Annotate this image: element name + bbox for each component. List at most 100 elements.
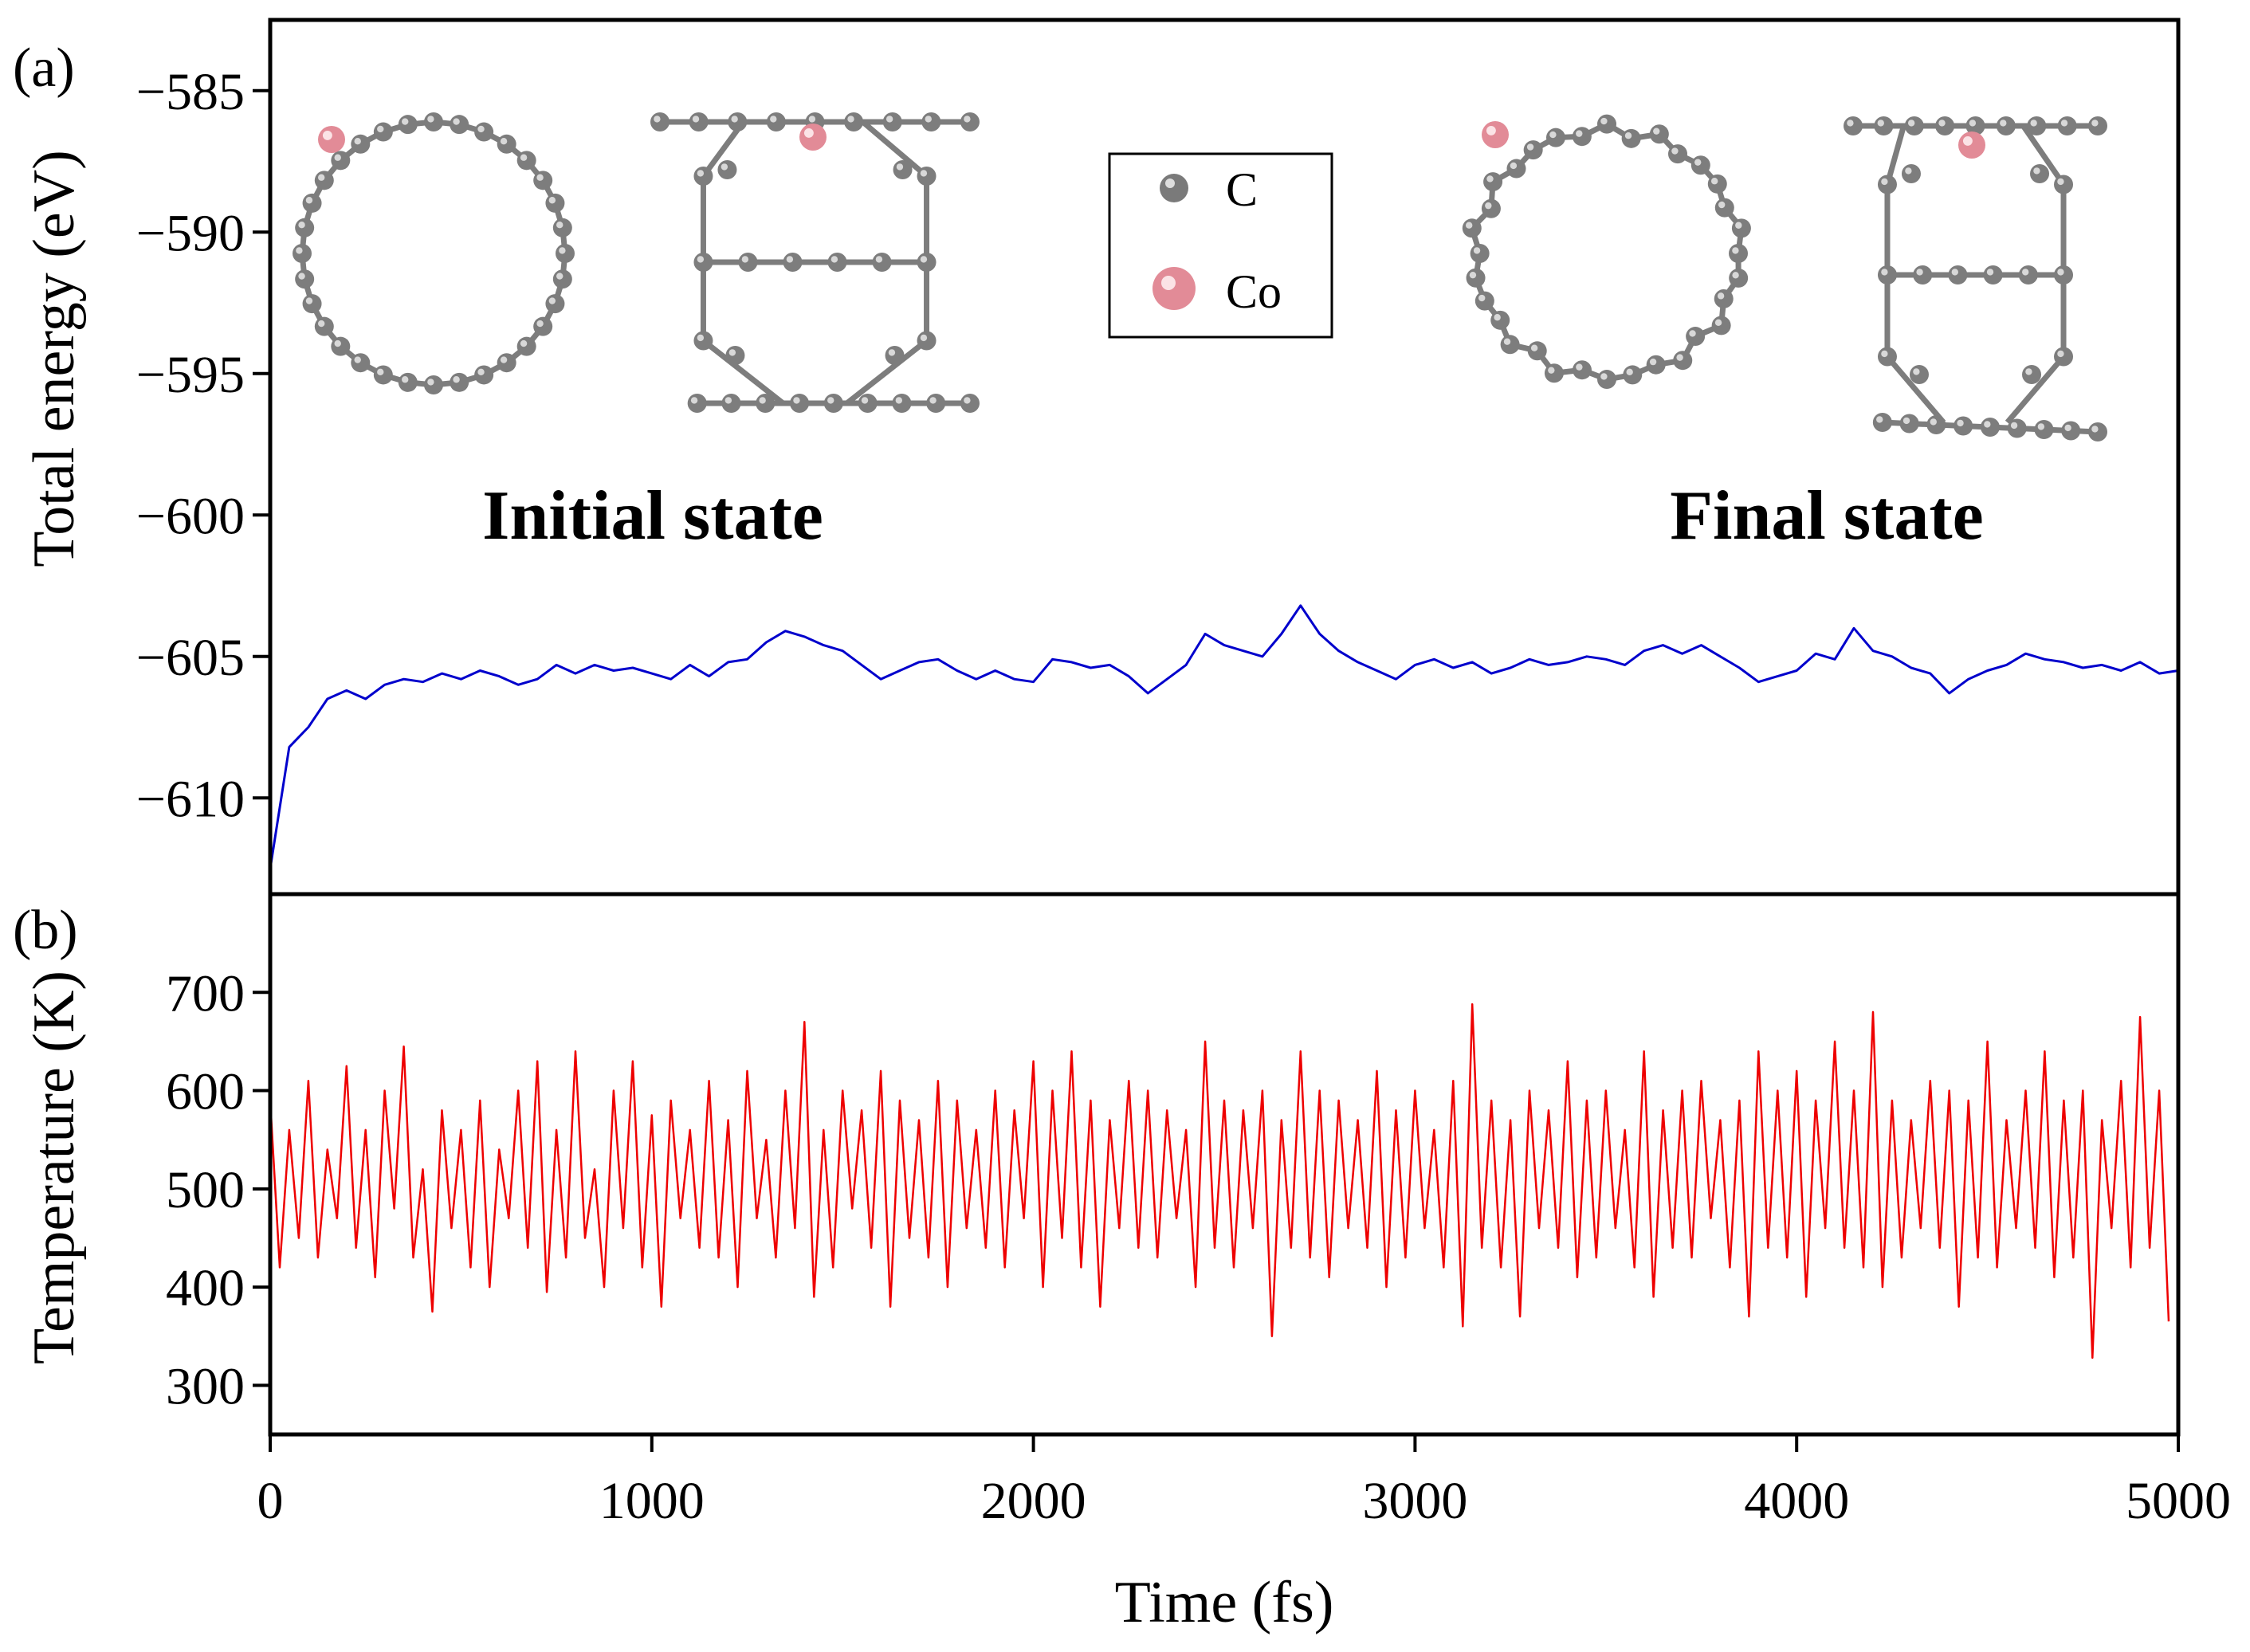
carbon-atom-icon <box>1729 244 1748 263</box>
x-tick-label: 1000 <box>599 1472 705 1530</box>
atom-highlight <box>786 256 794 263</box>
carbon-atom-icon <box>302 193 322 213</box>
carbon-atom-icon <box>1466 268 1486 288</box>
final-state-ring-view <box>1462 114 1751 390</box>
atom-highlight <box>1881 350 1888 358</box>
carbon-atom-icon <box>960 112 980 131</box>
carbon-atom-icon <box>556 244 575 263</box>
carbon-atom-icon <box>1874 116 1894 135</box>
atom-highlight <box>697 170 705 177</box>
y-tick-label: −585 <box>136 63 245 121</box>
carbon-atom-icon <box>1470 244 1490 263</box>
atom-highlight <box>1548 367 1555 374</box>
carbon-atom-icon <box>783 253 803 272</box>
atom-highlight <box>1689 330 1696 337</box>
atom-highlight <box>1916 269 1923 276</box>
atom-highlight <box>298 273 305 280</box>
atom-highlight <box>793 397 800 404</box>
cobalt-atom-legend-icon <box>1152 267 1196 310</box>
y-tick-label: −595 <box>136 346 245 404</box>
atom-highlight <box>1718 201 1726 209</box>
carbon-atom-icon <box>2054 347 2074 367</box>
legend: C Co <box>1108 152 1333 339</box>
atom-highlight <box>1905 167 1912 175</box>
atom-highlight <box>1881 178 1888 186</box>
carbon-atom-icon <box>1686 327 1706 347</box>
carbon-atom-icon <box>2027 116 2047 135</box>
atom-highlight <box>402 376 409 383</box>
carbon-atom-icon <box>331 151 351 171</box>
atom-highlight <box>724 397 732 404</box>
carbon-atom-icon <box>917 167 937 186</box>
carbon-atom-icon <box>302 294 322 314</box>
atom-highlight <box>2091 426 2099 433</box>
carbon-atom-icon <box>790 394 810 413</box>
carbon-atom-icon <box>1500 335 1520 355</box>
carbon-atom-icon <box>552 269 572 289</box>
carbon-atom-icon <box>917 331 937 351</box>
y-tick-label: 400 <box>166 1259 245 1317</box>
atom-highlight <box>803 128 814 138</box>
atom-highlight <box>759 397 766 404</box>
carbon-atom-icon <box>474 122 494 142</box>
atom-highlight <box>1486 125 1496 135</box>
atom-highlight <box>536 174 544 181</box>
atom-highlight <box>925 116 932 123</box>
atom-highlight <box>1714 319 1722 327</box>
atom-highlight <box>1624 132 1632 139</box>
atom-highlight <box>334 154 341 161</box>
carbon-atom-icon <box>1623 365 1643 385</box>
carbon-atom-icon <box>1899 414 1919 434</box>
atom-highlight <box>920 334 928 342</box>
atom-highlight <box>1473 247 1481 254</box>
atom-highlight <box>692 116 700 123</box>
atom-highlight <box>1732 247 1739 254</box>
atom-highlight <box>556 273 563 280</box>
carbon-atom-icon <box>424 112 443 131</box>
atom-highlight <box>402 118 409 125</box>
carbon-atom-icon <box>373 122 393 142</box>
x-tick-label: 0 <box>257 1472 284 1530</box>
carbon-atom-icon <box>1474 291 1494 311</box>
atom-highlight <box>548 197 556 204</box>
carbon-atom-icon <box>295 218 315 237</box>
carbon-atom-icon <box>766 112 786 131</box>
carbon-atom-icon <box>725 346 745 365</box>
carbon-atom-icon <box>545 193 565 213</box>
atom-highlight <box>377 368 384 376</box>
cobalt-atom-icon <box>799 124 827 151</box>
y-axis-title-energy: Total energy (eV) <box>22 150 87 567</box>
carbon-atom-icon <box>1935 116 1955 135</box>
atom-highlight <box>654 116 661 123</box>
carbon-atom-icon <box>1996 116 2016 135</box>
carbon-atom-icon <box>552 218 572 237</box>
atom-highlight <box>354 356 361 363</box>
atom-highlight <box>1881 269 1888 276</box>
carbon-atom-legend-icon <box>1160 174 1188 202</box>
atom-highlight <box>1877 120 1884 127</box>
atom-highlight <box>847 116 854 123</box>
atom-highlight <box>1671 147 1679 155</box>
atom-highlight <box>296 247 303 254</box>
atom-highlight <box>318 174 325 181</box>
carbon-atom-icon <box>398 115 418 135</box>
carbon-atom-icon <box>1597 370 1616 390</box>
atom-highlight <box>920 170 928 177</box>
carbon-atom-icon <box>893 160 913 179</box>
atom-highlight <box>888 349 896 356</box>
carbon-atom-icon <box>314 316 334 336</box>
atom-highlight <box>427 379 434 386</box>
energy-series-line <box>269 604 2179 869</box>
carbon-atom-icon <box>738 253 758 272</box>
carbon-atom-icon <box>314 171 334 190</box>
atom-highlight <box>1847 120 1854 127</box>
carbon-atom-icon <box>1506 159 1526 179</box>
carbon-atom-icon <box>960 394 980 413</box>
carbon-atom-icon <box>693 331 713 351</box>
carbon-atom-icon <box>885 346 905 365</box>
atom-highlight <box>1969 120 1977 127</box>
carbon-atom-icon <box>351 134 371 154</box>
y-tick-label: 300 <box>166 1357 245 1415</box>
atom-highlight <box>1494 314 1501 321</box>
atom-highlight <box>377 125 384 133</box>
